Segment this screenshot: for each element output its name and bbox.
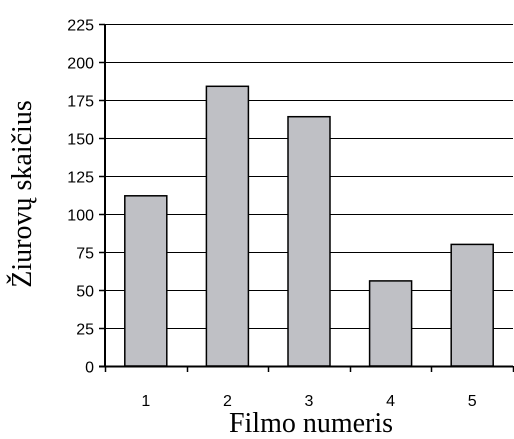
x-tick-label-1: 1 xyxy=(141,393,150,410)
y-tick-label-225: 225 xyxy=(67,18,94,35)
y-tick-label-200: 200 xyxy=(67,56,94,73)
bar-3 xyxy=(287,115,331,367)
y-tick-label-0: 0 xyxy=(85,360,94,377)
x-tick-label-5: 5 xyxy=(468,393,477,410)
y-tick-label-150: 150 xyxy=(67,132,94,149)
x-tick-label-3: 3 xyxy=(305,393,314,410)
axes xyxy=(99,23,514,372)
bar-2 xyxy=(205,85,250,367)
bar-4 xyxy=(368,280,413,367)
y-tick-labels: 0 25 50 75 100 125 150 175 200 225 xyxy=(67,18,94,377)
x-tick-labels: 1 2 3 4 5 xyxy=(141,393,476,410)
x-axis-title: Filmo numeris xyxy=(229,408,393,439)
y-tick-label-50: 50 xyxy=(76,284,94,301)
bars xyxy=(124,85,494,367)
y-tick-label-100: 100 xyxy=(67,208,94,225)
bar-5 xyxy=(450,243,494,367)
x-tick-label-4: 4 xyxy=(386,393,395,410)
x-tick-label-2: 2 xyxy=(223,393,232,410)
y-tick-label-125: 125 xyxy=(67,170,94,187)
y-axis-title: Žiurovų skaičius xyxy=(7,100,38,287)
y-tick-label-175: 175 xyxy=(67,94,94,111)
y-tick-label-25: 25 xyxy=(76,322,94,339)
y-tick-label-75: 75 xyxy=(76,246,94,263)
bar-1 xyxy=(124,195,168,367)
